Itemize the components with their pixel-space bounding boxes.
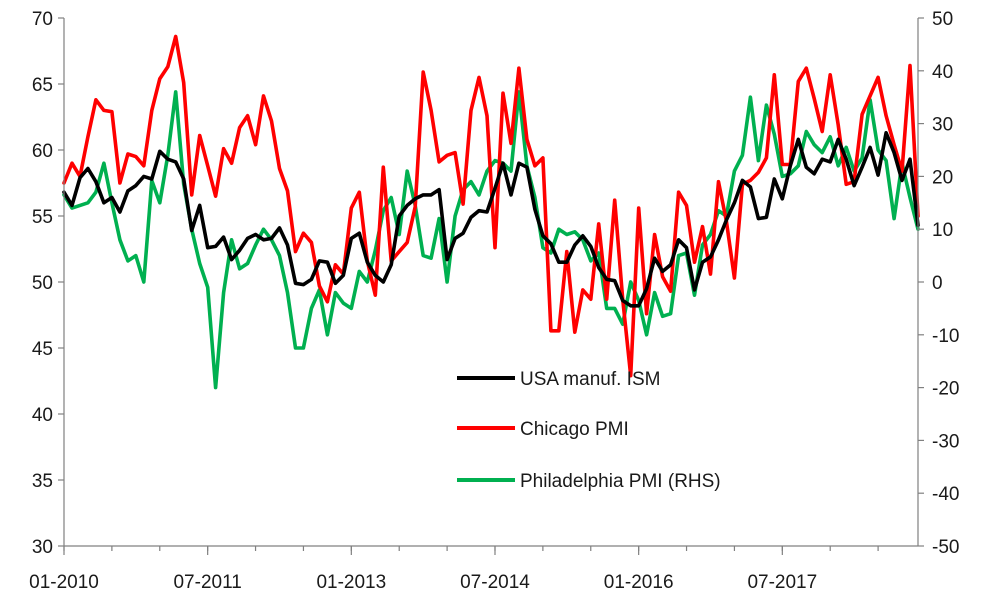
- series-usa-manuf-ism-line: [62, 131, 920, 308]
- legend-chicago-pmi-label: Chicago PMI: [520, 419, 629, 440]
- left-axis-ticks: 30 35 40 45 50 55 60 65 70: [32, 9, 64, 558]
- series-philadelphia-pmi-rhs-line: [62, 90, 920, 390]
- right-tick-label: 40: [932, 62, 953, 83]
- left-tick-label: 60: [32, 141, 53, 162]
- x-tick-label: 07-2011: [173, 572, 241, 593]
- left-tick-label: 50: [32, 273, 53, 294]
- x-tick-label: 07-2017: [747, 572, 817, 593]
- right-tick-label: 50: [932, 9, 953, 30]
- right-tick-label: 0: [932, 273, 943, 294]
- right-tick-label: -30: [932, 431, 959, 452]
- x-axis-ticks: 01-2010 07-2011 01-2013 07-2014 01-2016 07-20…: [29, 546, 879, 593]
- axes-layer: [63, 18, 919, 547]
- left-tick-label: 35: [32, 471, 53, 492]
- x-tick-label: 01-2016: [604, 572, 674, 593]
- left-tick-label: 45: [32, 339, 53, 360]
- left-tick-label: 55: [32, 207, 53, 228]
- right-tick-label: 10: [932, 220, 953, 241]
- right-tick-label: -40: [932, 484, 959, 505]
- x-tick-label: 01-2013: [316, 572, 386, 593]
- left-tick-label: 40: [32, 405, 53, 426]
- legend-philadelphia-pmi-rhs-label: Philadelphia PMI (RHS): [520, 471, 721, 492]
- right-tick-label: 30: [932, 115, 953, 136]
- legend: USA manuf. ISM Chicago PMI Philadelphia PM…: [457, 369, 721, 492]
- right-axis-ticks: -50 -40 -30 -20 -10 0 10 20 30 40 50: [918, 9, 959, 558]
- left-tick-label: 70: [32, 9, 53, 30]
- legend-usa-manuf-ism-label: USA manuf. ISM: [520, 369, 660, 390]
- left-tick-label: 65: [32, 75, 53, 96]
- left-tick-label: 30: [32, 537, 53, 558]
- right-tick-label: -50: [932, 537, 959, 558]
- x-tick-label: 01-2010: [29, 572, 99, 593]
- right-tick-label: -10: [932, 326, 959, 347]
- series-layer: [62, 34, 920, 390]
- right-tick-label: -20: [932, 379, 959, 400]
- x-tick-label: 07-2014: [460, 572, 530, 593]
- series-chicago-pmi-line: [62, 34, 920, 378]
- right-tick-label: 20: [932, 167, 953, 188]
